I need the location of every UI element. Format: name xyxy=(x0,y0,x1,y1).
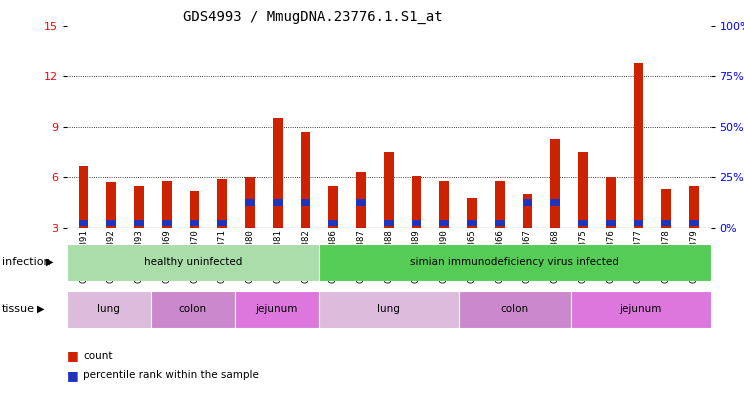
Bar xyxy=(151,291,235,328)
Bar xyxy=(571,291,711,328)
Bar xyxy=(606,220,615,226)
Bar xyxy=(217,220,227,226)
Bar xyxy=(134,220,144,226)
Bar xyxy=(318,244,711,281)
Bar xyxy=(689,186,699,228)
Bar xyxy=(162,181,172,228)
Bar xyxy=(384,220,394,226)
Bar xyxy=(495,181,504,228)
Bar xyxy=(79,165,89,228)
Bar xyxy=(578,220,588,226)
Bar xyxy=(246,199,255,206)
Bar xyxy=(634,220,644,226)
Bar xyxy=(551,139,560,228)
Text: ▶: ▶ xyxy=(37,303,45,314)
Bar xyxy=(467,220,477,226)
Bar xyxy=(273,118,283,228)
Bar xyxy=(328,220,338,226)
Bar xyxy=(328,186,338,228)
Bar xyxy=(411,220,421,226)
Bar xyxy=(578,152,588,228)
Bar xyxy=(190,220,199,226)
Bar xyxy=(606,177,615,228)
Bar xyxy=(440,220,449,226)
Text: simian immunodeficiency virus infected: simian immunodeficiency virus infected xyxy=(410,257,619,267)
Bar xyxy=(384,152,394,228)
Text: jejunum: jejunum xyxy=(256,305,298,314)
Bar xyxy=(661,220,671,226)
Bar xyxy=(273,199,283,206)
Bar xyxy=(411,176,421,228)
Text: tissue: tissue xyxy=(2,303,35,314)
Bar xyxy=(356,199,366,206)
Bar xyxy=(634,62,644,228)
Bar xyxy=(67,244,318,281)
Text: ■: ■ xyxy=(67,349,79,362)
Bar xyxy=(301,132,310,228)
Bar xyxy=(522,199,532,206)
Bar xyxy=(162,220,172,226)
Bar xyxy=(551,199,560,206)
Bar xyxy=(522,194,532,228)
Bar xyxy=(79,220,89,226)
Text: jejunum: jejunum xyxy=(620,305,661,314)
Bar xyxy=(106,220,116,226)
Bar xyxy=(67,291,151,328)
Bar xyxy=(356,172,366,228)
Bar xyxy=(301,199,310,206)
Bar xyxy=(190,191,199,228)
Text: ▶: ▶ xyxy=(46,257,54,267)
Text: ■: ■ xyxy=(67,369,79,382)
Bar xyxy=(246,177,255,228)
Bar xyxy=(689,220,699,226)
Text: count: count xyxy=(83,351,113,361)
Text: healthy uninfected: healthy uninfected xyxy=(144,257,242,267)
Text: GDS4993 / MmugDNA.23776.1.S1_at: GDS4993 / MmugDNA.23776.1.S1_at xyxy=(183,10,442,24)
Bar xyxy=(495,220,504,226)
Bar xyxy=(440,181,449,228)
Text: lung: lung xyxy=(97,305,121,314)
Bar xyxy=(661,189,671,228)
Bar xyxy=(217,179,227,228)
Text: infection: infection xyxy=(2,257,51,267)
Text: lung: lung xyxy=(377,305,400,314)
Bar xyxy=(134,186,144,228)
Bar xyxy=(318,291,459,328)
Text: colon: colon xyxy=(179,305,207,314)
Text: colon: colon xyxy=(501,305,529,314)
Bar xyxy=(467,198,477,228)
Bar xyxy=(459,291,571,328)
Text: percentile rank within the sample: percentile rank within the sample xyxy=(83,370,259,380)
Bar xyxy=(235,291,318,328)
Bar xyxy=(106,182,116,228)
